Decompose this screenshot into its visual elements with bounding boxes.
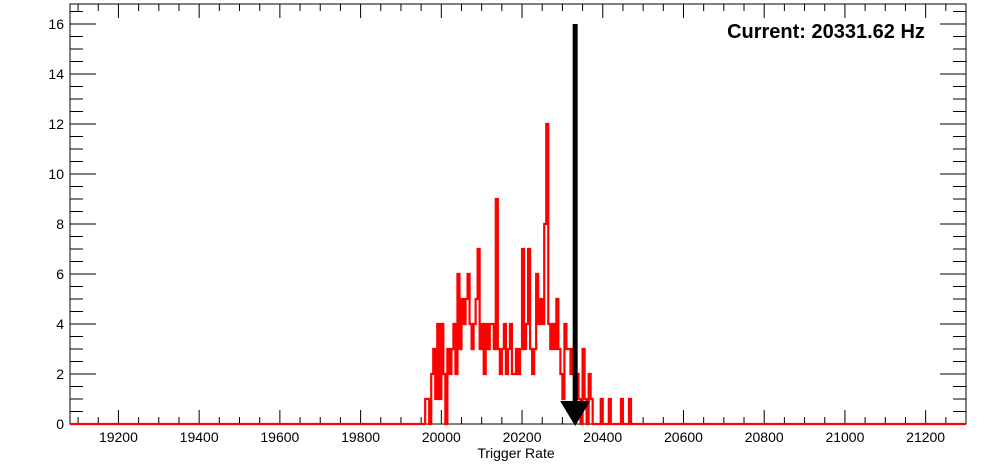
y-tick-label: 0 xyxy=(56,416,64,432)
histogram-series xyxy=(70,122,966,426)
current-rate-annotation: Current: 20331.62 Hz xyxy=(727,21,925,43)
y-tick-label: 14 xyxy=(48,66,64,82)
x-axis-label: Trigger Rate xyxy=(477,445,555,461)
y-tick-label: 6 xyxy=(56,266,64,282)
x-tick-label: 19800 xyxy=(341,429,380,445)
x-tick-label: 20600 xyxy=(664,429,703,445)
arrow-head xyxy=(560,401,591,426)
y-tick-label: 10 xyxy=(48,166,64,182)
x-tick-label: 20000 xyxy=(422,429,461,445)
x-tick-label: 21200 xyxy=(906,429,945,445)
y-tick-label: 12 xyxy=(48,116,64,132)
x-tick-label: 19600 xyxy=(260,429,299,445)
y-tick-label: 16 xyxy=(48,16,64,32)
axis-ticks: 19200 19400 19600 19800 20000 20200 20400 20600… xyxy=(48,4,967,445)
plot-frame xyxy=(69,3,967,425)
histogram-line xyxy=(70,122,966,426)
x-tick-label: 19200 xyxy=(99,429,138,445)
y-tick-label: 2 xyxy=(56,366,64,382)
current-value-arrow xyxy=(560,24,591,426)
x-tick-label: 20400 xyxy=(583,429,622,445)
x-tick-label: 20800 xyxy=(745,429,784,445)
y-tick-label: 4 xyxy=(56,316,64,332)
x-tick-label: 21000 xyxy=(825,429,864,445)
y-tick-label: 8 xyxy=(56,216,64,232)
x-tick-label: 20200 xyxy=(503,429,542,445)
x-tick-label: 19400 xyxy=(180,429,219,445)
